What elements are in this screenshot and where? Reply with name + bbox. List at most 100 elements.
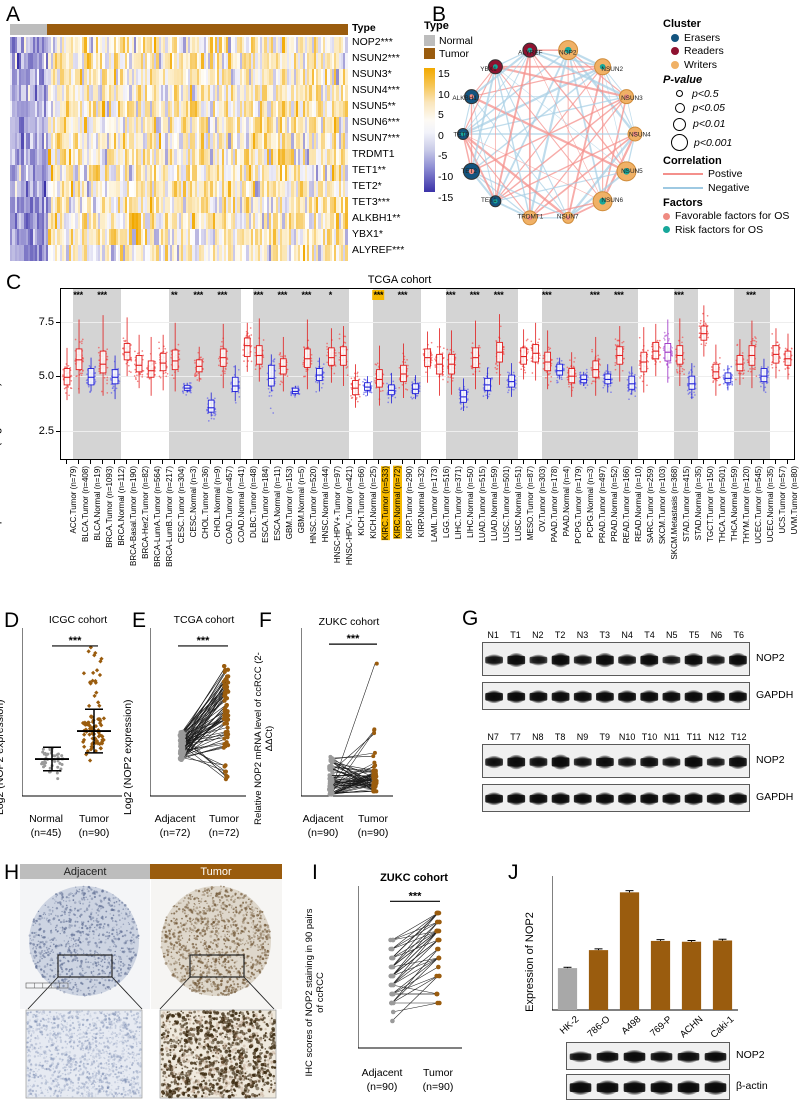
panel-c-x-tickmark <box>318 460 320 464</box>
heatmap-cell <box>262 245 265 261</box>
heatmap-cell <box>59 53 62 69</box>
heatmap-cell <box>127 101 130 117</box>
heatmap-cell <box>133 117 136 133</box>
heatmap-cell <box>109 245 112 261</box>
heatmap-cell <box>307 245 310 261</box>
heatmap-cell <box>255 165 258 181</box>
heatmap-cell <box>145 133 148 149</box>
heatmap-cell <box>244 101 247 117</box>
heatmap-cell <box>262 53 265 69</box>
heatmap-cell <box>115 165 118 181</box>
heatmap-cell <box>318 245 321 261</box>
heatmap-cell <box>57 133 60 149</box>
heatmap-cell <box>163 213 166 229</box>
heatmap-cell <box>174 69 177 85</box>
panel-c-y-tick: 7.5 <box>38 315 54 328</box>
heatmap-cell <box>286 53 289 69</box>
heatmap-cell <box>127 245 130 261</box>
heatmap-cell <box>93 197 96 213</box>
heatmap-cell <box>77 181 80 197</box>
heatmap-cell <box>21 133 24 149</box>
heatmap-cell <box>230 165 233 181</box>
heatmap-cell <box>259 133 262 149</box>
panel-c-x-label: OV.Tumor (n=303) <box>537 466 547 532</box>
heatmap-cell <box>192 101 195 117</box>
heatmap-cell <box>210 181 213 197</box>
heatmap-cell <box>277 69 280 85</box>
heatmap-cell <box>64 117 67 133</box>
pvalue-item-1: p<0.05 <box>663 101 799 116</box>
heatmap-cell <box>41 229 44 245</box>
panel-c-x-tickmark <box>210 460 212 464</box>
heatmap-cell <box>46 181 49 197</box>
panel-c-significance-markers: *** *** ** *** *** *** *** *** * *** *** *** *** *** *… <box>60 290 795 302</box>
heatmap-cell <box>282 229 285 245</box>
heatmap-cell <box>183 117 186 133</box>
heatmap-cell <box>223 37 226 53</box>
heatmap-cell <box>48 229 51 245</box>
panel-c-x-tickmark <box>654 460 656 464</box>
heatmap-cell <box>133 245 136 261</box>
heatmap-cell <box>246 37 249 53</box>
heatmap-cell <box>280 197 283 213</box>
heatmap-cell <box>338 133 341 149</box>
heatmap-cell <box>104 101 107 117</box>
heatmap-cell <box>68 101 71 117</box>
heatmap-cell <box>187 53 190 69</box>
heatmap-cell <box>230 69 233 85</box>
heatmap-cell <box>208 101 211 117</box>
heatmap-cell <box>39 165 42 181</box>
heatmap-cell <box>268 101 271 117</box>
heatmap-cell <box>133 213 136 229</box>
heatmap-cell <box>336 37 339 53</box>
heatmap-cell <box>289 149 292 165</box>
heatmap-cell <box>316 117 319 133</box>
heatmap-cell <box>19 197 22 213</box>
heatmap-cell <box>82 197 85 213</box>
heatmap-cell <box>147 165 150 181</box>
heatmap-cell <box>338 53 341 69</box>
panel-f-zukc-qpcr: F ZUKC cohort Relative NOP2 mRNA level o… <box>253 608 405 858</box>
heatmap-cell <box>151 117 154 133</box>
panel-e-xcat-adjacent: Adjacent <box>154 813 196 825</box>
heatmap-cell <box>111 181 114 197</box>
heatmap-cell <box>295 69 298 85</box>
heatmap-cell <box>160 149 163 165</box>
heatmap-cell <box>120 37 123 53</box>
heatmap-cell <box>309 213 312 229</box>
panel-c-x-label: SKCM.Metastasis (n=368) <box>669 466 679 560</box>
heatmap-cell <box>255 149 258 165</box>
blot-lane-label: N7 <box>487 732 499 742</box>
heatmap-cell <box>277 37 280 53</box>
gene-label: ALKBH1** <box>352 212 401 224</box>
heatmap-cell <box>268 197 271 213</box>
heatmap-cell <box>97 245 100 261</box>
heatmap-cell <box>250 133 253 149</box>
heatmap-cell <box>163 101 166 117</box>
heatmap-cell <box>266 213 269 229</box>
heatmap-cell <box>192 197 195 213</box>
heatmap-cell <box>262 117 265 133</box>
heatmap-cell <box>205 53 208 69</box>
heatmap-cell <box>32 149 35 165</box>
heatmap-cell <box>138 85 141 101</box>
heatmap-cell <box>259 245 262 261</box>
heatmap-cell <box>55 69 58 85</box>
heatmap-cell <box>345 149 348 165</box>
heatmap-cell <box>199 69 202 85</box>
heatmap-cell <box>149 245 152 261</box>
heatmap-cell <box>309 165 312 181</box>
heatmap-cell <box>277 197 280 213</box>
network-node-label: NSUN4 <box>629 132 651 139</box>
heatmap-cell <box>46 69 49 85</box>
heatmap-cell <box>129 117 132 133</box>
heatmap-cell <box>208 85 211 101</box>
heatmap-cell <box>190 229 193 245</box>
heatmap-cell <box>300 197 303 213</box>
heatmap-cell <box>183 197 186 213</box>
heatmap-cell <box>232 133 235 149</box>
heatmap-cell <box>91 37 94 53</box>
heatmap-cell <box>93 53 96 69</box>
heatmap-cell <box>46 133 49 149</box>
heatmap-cell <box>219 117 222 133</box>
